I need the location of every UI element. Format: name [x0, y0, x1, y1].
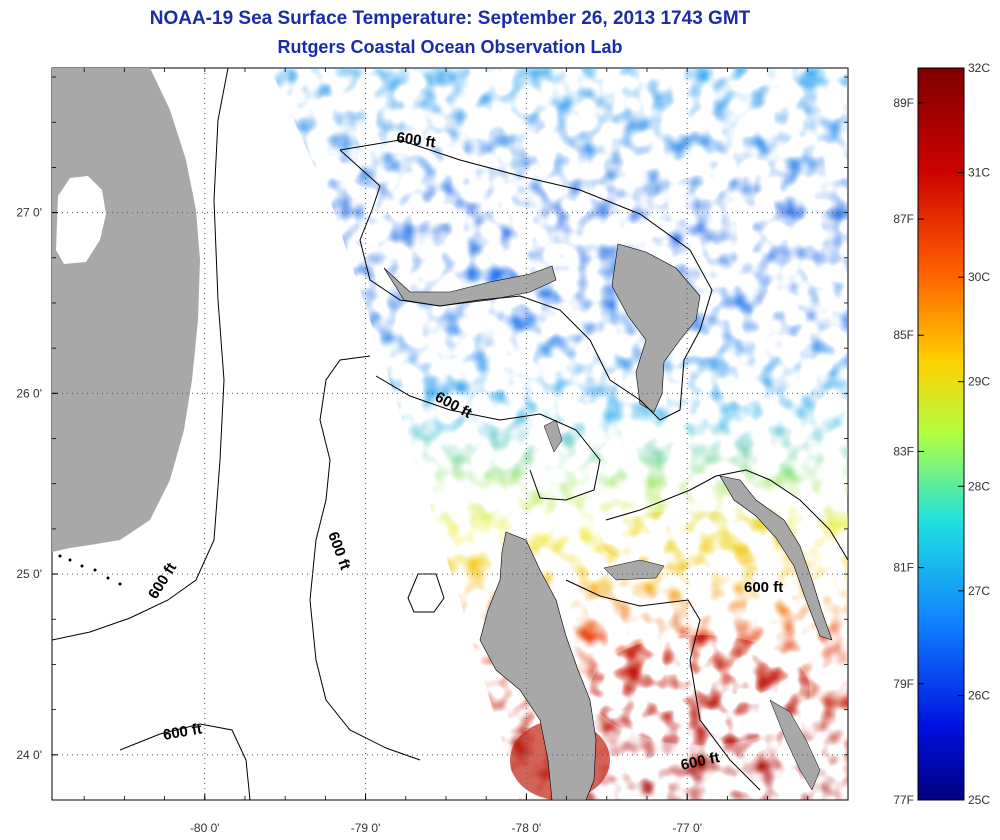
celsius-label: 27C	[968, 584, 990, 598]
eleuthera-island	[719, 475, 833, 641]
map-subtitle: Rutgers Coastal Ocean Observation Lab	[277, 37, 623, 57]
lon-label: -77 0'	[672, 821, 702, 835]
celsius-label: 30C	[968, 270, 990, 284]
celsius-label: 32C	[968, 61, 990, 75]
celsius-label: 28C	[968, 479, 990, 493]
lon-label: -79 0'	[351, 821, 381, 835]
celsius-label: 25C	[968, 793, 990, 807]
map-axes: -80 0' -79 0' -78 0' -77 0' 27 0' 26 0' 25 0' 2…	[16, 68, 848, 835]
lat-label: 24 0'	[16, 748, 42, 762]
fahrenheit-label: 89F	[893, 96, 914, 110]
lat-label: 26 0'	[16, 386, 42, 400]
celsius-label: 29C	[968, 375, 990, 389]
celsius-label: 31C	[968, 166, 990, 180]
fahrenheit-label: 83F	[893, 444, 914, 458]
lon-label: -80 0'	[190, 821, 220, 835]
contour-label: 600 ft	[395, 129, 436, 151]
colorbar-ticks: 32C 31C 30C 29C 28C 27C 26C 25C 89F 87F 85F 83F 81F 7…	[893, 61, 990, 807]
celsius-label: 26C	[968, 688, 990, 702]
map-title: NOAA-19 Sea Surface Temperature: Septemb…	[149, 8, 751, 29]
andros-island	[479, 531, 597, 800]
lake-okeechobee	[56, 176, 106, 264]
fahrenheit-label: 77F	[893, 793, 914, 807]
contour-label: 600 ft	[744, 579, 783, 596]
lat-label: 25 0'	[16, 567, 42, 581]
fahrenheit-label: 79F	[893, 677, 914, 691]
fahrenheit-label: 87F	[893, 212, 914, 226]
bathymetry-contours	[52, 68, 848, 800]
lon-label: -78 0'	[512, 821, 542, 835]
fahrenheit-label: 85F	[893, 328, 914, 342]
fahrenheit-label: 81F	[893, 561, 914, 575]
contour-label: 600 ft	[162, 720, 204, 744]
abaco-island	[611, 243, 701, 413]
lat-label: 27 0'	[16, 206, 42, 220]
colorbar	[917, 67, 965, 801]
graticule	[52, 68, 848, 800]
florida-keys	[58, 554, 122, 586]
